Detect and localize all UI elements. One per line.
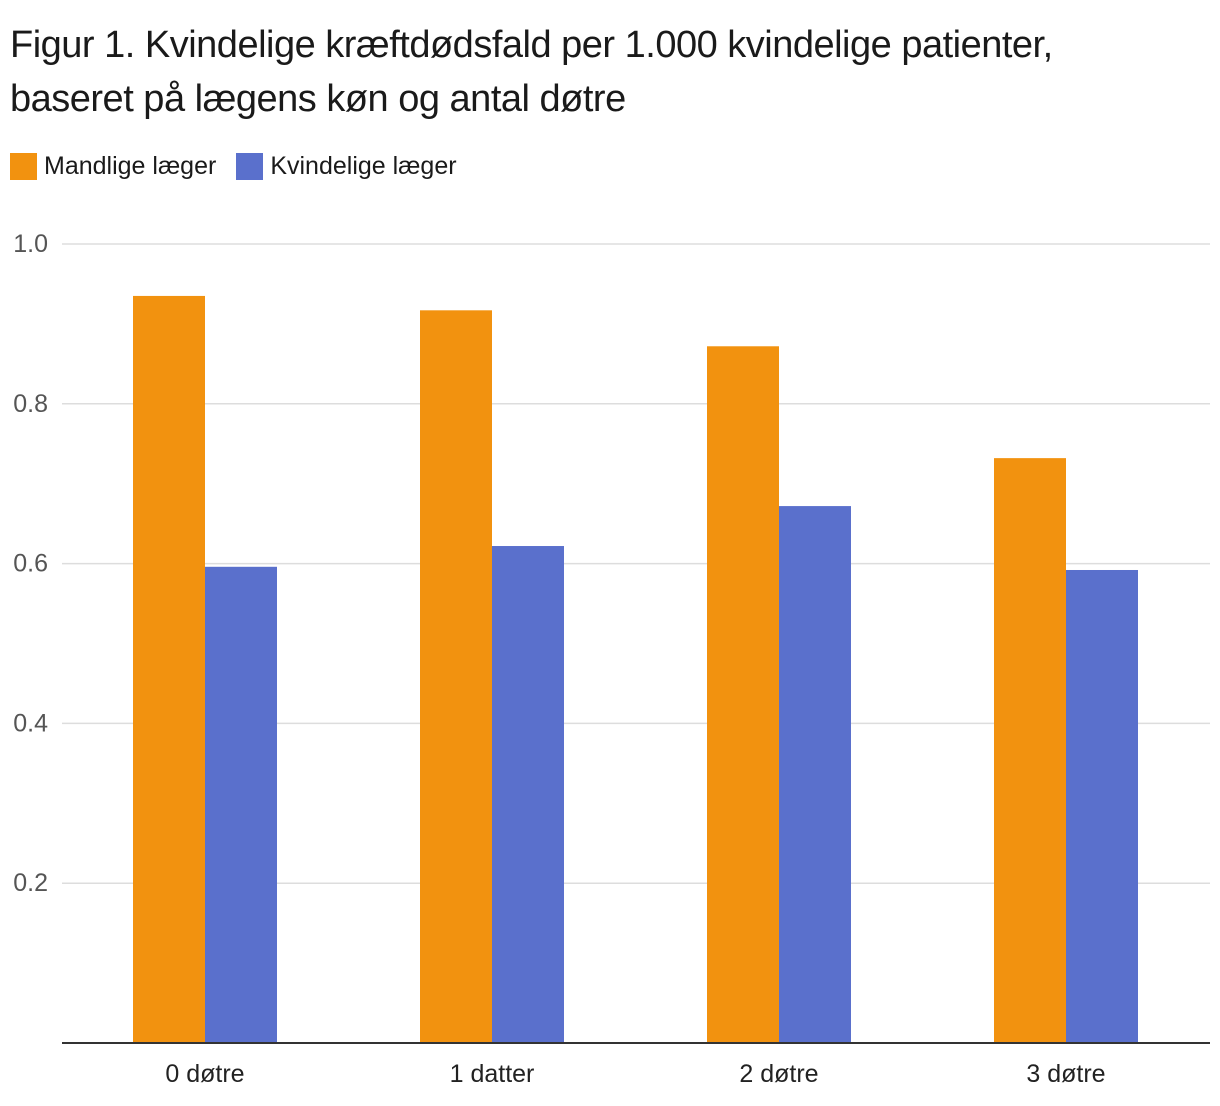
- legend-item-female-doctors: Kvindelige læger: [236, 152, 457, 181]
- legend-swatch-female-doctors: [236, 153, 264, 180]
- legend: Mandlige læger Kvindelige læger: [10, 152, 477, 181]
- x-tick-label-3: 3 døtre: [1026, 1060, 1105, 1088]
- legend-swatch-male-doctors: [10, 153, 37, 180]
- legend-label-male-doctors: Mandlige læger: [44, 152, 217, 180]
- x-tick-label-2: 2 døtre: [739, 1060, 818, 1088]
- y-tick-label-1: 0.4: [13, 709, 48, 737]
- bar-male-1: [420, 310, 492, 1043]
- bar-female-2: [779, 506, 851, 1043]
- bar-female-1: [492, 546, 564, 1043]
- bar-female-3: [1066, 569, 1138, 1043]
- y-tick-label-0: 0.2: [13, 869, 48, 897]
- bar-male-0: [133, 295, 205, 1043]
- legend-label-female-doctors: Kvindelige læger: [270, 152, 457, 180]
- x-tick-label-1: 1 datter: [450, 1060, 535, 1088]
- bar-female-0: [205, 566, 277, 1043]
- y-tick-label-3: 0.8: [13, 390, 48, 418]
- x-tick-label-0: 0 døtre: [165, 1060, 244, 1088]
- bar-male-2: [707, 346, 779, 1044]
- chart-title: Figur 1. Kvindelige kræftdødsfald per 1.…: [10, 24, 1053, 120]
- y-tick-label-2: 0.6: [13, 550, 48, 578]
- y-tick-label-4: 1.0: [13, 230, 48, 258]
- legend-item-male-doctors: Mandlige læger: [10, 152, 216, 181]
- bar-male-3: [994, 458, 1066, 1044]
